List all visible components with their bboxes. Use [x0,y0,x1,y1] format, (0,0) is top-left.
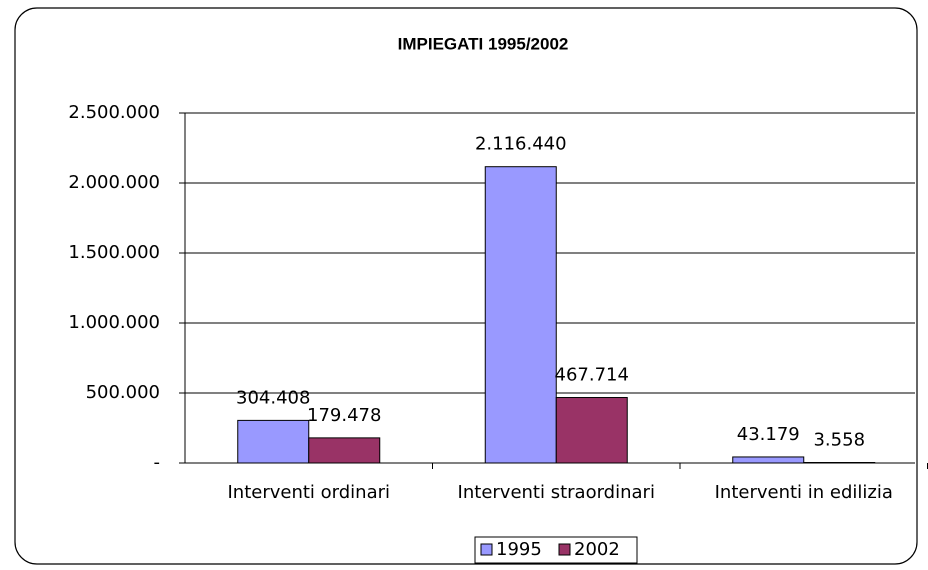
bar [484,166,557,464]
legend-swatch [480,543,493,556]
x-tick-label: Interventi straordinari [458,482,655,503]
data-label: 467.714 [555,365,629,386]
bar [308,437,381,464]
data-label: 43.179 [737,424,800,445]
x-tick-label: Interventi in edilizia [715,482,893,503]
chart-title: IMPIEGATI 1995/2002 [398,34,569,53]
bar [732,456,805,464]
legend-box [474,536,638,564]
y-tick-label: - [154,452,161,473]
data-label: 179.478 [307,405,381,426]
bar [237,419,310,464]
data-label: 3.558 [813,430,865,451]
legend-label: 1995 [496,539,542,560]
data-label: 304.408 [236,387,310,408]
y-tick-label: 1.500.000 [68,242,160,263]
legend-label: 2002 [574,539,620,560]
y-tick-label: 500.000 [86,382,160,403]
bar [555,397,628,464]
data-label: 2.116.440 [475,134,567,155]
y-tick-label: 1.000.000 [68,312,160,333]
x-tick-label: Interventi ordinari [227,482,390,503]
y-tick-label: 2.500.000 [68,102,160,123]
y-tick-label: 2.000.000 [68,172,160,193]
legend-swatch [558,543,571,556]
chart-border [14,7,918,565]
